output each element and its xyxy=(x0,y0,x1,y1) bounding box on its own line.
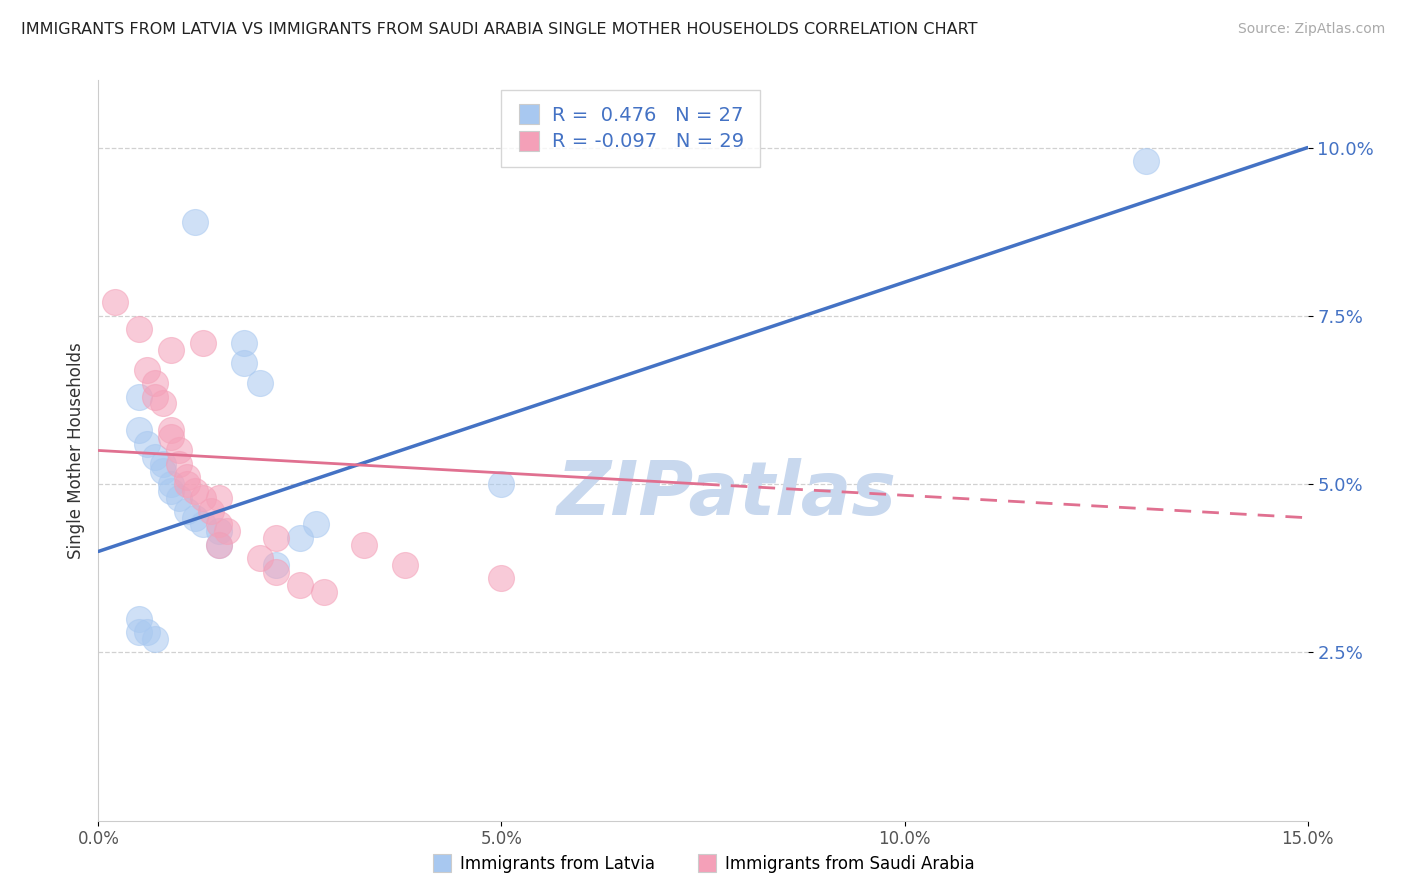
Point xyxy=(128,322,150,336)
Point xyxy=(217,524,239,539)
Point xyxy=(1135,154,1157,169)
Point xyxy=(176,470,198,484)
Point xyxy=(176,504,198,518)
Point xyxy=(184,214,207,228)
Point xyxy=(176,477,198,491)
Point xyxy=(491,571,513,585)
Point xyxy=(208,538,231,552)
Point xyxy=(135,625,157,640)
Point xyxy=(264,558,287,572)
Point xyxy=(152,464,174,478)
Point xyxy=(394,558,416,572)
Point xyxy=(143,632,166,646)
Point xyxy=(200,504,222,518)
Y-axis label: Single Mother Households: Single Mother Households xyxy=(66,343,84,558)
Point xyxy=(264,565,287,579)
Point xyxy=(160,343,183,357)
Point xyxy=(232,335,254,350)
Point xyxy=(491,477,513,491)
Point xyxy=(135,436,157,450)
Point xyxy=(135,362,157,376)
Point xyxy=(160,483,183,498)
Text: ZIPatlas: ZIPatlas xyxy=(557,458,897,532)
Point xyxy=(208,524,231,539)
Point xyxy=(193,491,215,505)
Point xyxy=(143,376,166,391)
Point xyxy=(128,423,150,437)
Point xyxy=(208,491,231,505)
Point xyxy=(152,457,174,471)
Point xyxy=(167,491,190,505)
Point xyxy=(128,612,150,626)
Point xyxy=(160,423,183,437)
Point xyxy=(193,335,215,350)
Point xyxy=(143,450,166,465)
Point xyxy=(232,356,254,370)
Legend: R =  0.476   N = 27, R = -0.097   N = 29: R = 0.476 N = 27, R = -0.097 N = 29 xyxy=(502,90,759,167)
Point xyxy=(167,457,190,471)
Point xyxy=(143,390,166,404)
Point xyxy=(249,551,271,566)
Point xyxy=(249,376,271,391)
Point xyxy=(288,531,311,545)
Legend: Immigrants from Latvia, Immigrants from Saudi Arabia: Immigrants from Latvia, Immigrants from … xyxy=(425,848,981,880)
Point xyxy=(128,625,150,640)
Point xyxy=(314,584,336,599)
Point xyxy=(184,483,207,498)
Point xyxy=(208,538,231,552)
Point xyxy=(160,430,183,444)
Point xyxy=(103,295,125,310)
Point xyxy=(288,578,311,592)
Point xyxy=(305,517,328,532)
Point xyxy=(353,538,375,552)
Point xyxy=(184,510,207,524)
Point xyxy=(167,443,190,458)
Point xyxy=(264,531,287,545)
Point xyxy=(193,517,215,532)
Point xyxy=(128,390,150,404)
Text: IMMIGRANTS FROM LATVIA VS IMMIGRANTS FROM SAUDI ARABIA SINGLE MOTHER HOUSEHOLDS : IMMIGRANTS FROM LATVIA VS IMMIGRANTS FRO… xyxy=(21,22,977,37)
Point xyxy=(160,477,183,491)
Point xyxy=(152,396,174,410)
Point xyxy=(208,517,231,532)
Text: Source: ZipAtlas.com: Source: ZipAtlas.com xyxy=(1237,22,1385,37)
